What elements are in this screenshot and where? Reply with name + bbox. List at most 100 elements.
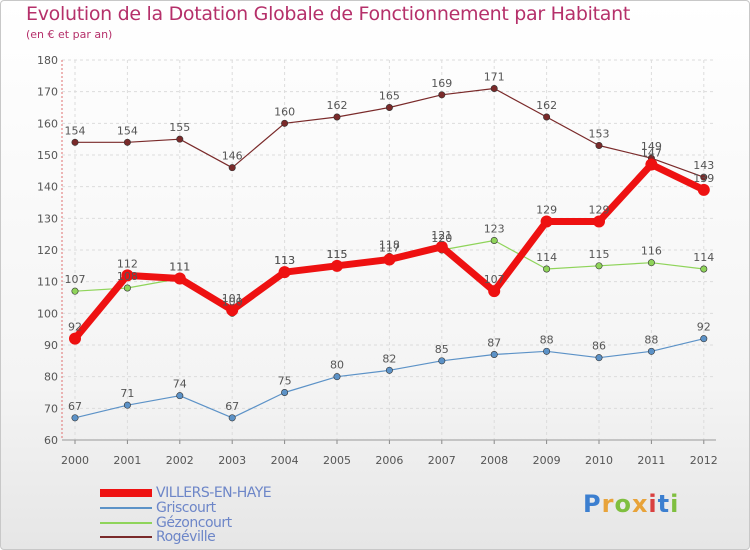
- data-label: 88: [644, 333, 658, 346]
- y-tick-label: 140: [37, 181, 58, 194]
- data-point: [278, 266, 291, 279]
- proxiti-logo: Proxiti: [583, 490, 679, 518]
- data-point: [69, 332, 81, 345]
- data-point: [435, 240, 448, 253]
- data-point: [543, 265, 551, 273]
- data-label: 107: [65, 273, 86, 286]
- y-tick-label: 120: [37, 244, 58, 257]
- x-tick-label: 2010: [585, 454, 613, 467]
- data-point: [385, 104, 393, 112]
- data-point: [595, 262, 603, 270]
- data-label: 169: [431, 77, 452, 90]
- data-label: 162: [327, 99, 348, 112]
- legend-label-villers-en-haye: VILLERS-EN-HAYE: [156, 485, 272, 501]
- data-label: 153: [589, 128, 610, 141]
- chart-subtitle: (en € et par an): [26, 28, 113, 41]
- data-point: [123, 284, 131, 292]
- data-label: 147: [641, 147, 662, 160]
- data-label: 149: [641, 140, 662, 153]
- data-label: 171: [484, 71, 505, 84]
- data-point: [438, 357, 446, 365]
- y-tick-label: 150: [37, 149, 58, 162]
- data-label: 165: [379, 90, 400, 103]
- x-tick-label: 2011: [637, 454, 665, 467]
- data-point: [333, 373, 341, 381]
- chart-title: Evolution de la Dotation Globale de Fonc…: [26, 3, 631, 25]
- x-tick-label: 2002: [166, 454, 194, 467]
- x-tick-label: 2003: [218, 454, 246, 467]
- data-point: [123, 138, 131, 146]
- legend-label-rogeville: Rogéville: [156, 529, 216, 545]
- legend-label-griscourt: Griscourt: [156, 500, 216, 516]
- y-tick-label: 60: [44, 434, 58, 447]
- data-point: [438, 91, 446, 99]
- data-label: 139: [693, 172, 714, 185]
- data-label: 114: [536, 251, 557, 264]
- x-tick-label: 2004: [271, 454, 299, 467]
- data-label: 80: [330, 359, 344, 372]
- data-label: 115: [589, 248, 610, 261]
- x-tick-label: 2008: [480, 454, 508, 467]
- data-point: [543, 113, 551, 121]
- data-label: 107: [484, 273, 505, 286]
- data-label: 113: [274, 254, 295, 267]
- data-label: 100: [222, 295, 243, 308]
- data-label: 160: [274, 105, 295, 118]
- legend-swatch-rogeville: [100, 536, 152, 538]
- data-point: [71, 287, 79, 295]
- data-label: 67: [225, 400, 239, 413]
- data-point: [593, 215, 605, 228]
- data-point: [281, 119, 289, 127]
- data-point: [383, 253, 396, 266]
- data-label: 155: [169, 121, 190, 134]
- data-label: 92: [68, 321, 82, 334]
- data-label: 154: [65, 124, 86, 137]
- data-label: 129: [589, 204, 610, 217]
- data-label: 111: [169, 261, 190, 274]
- data-point: [700, 265, 708, 273]
- y-tick-label: 170: [37, 86, 58, 99]
- data-point: [647, 347, 655, 355]
- legend-label-gezoncourt: Gézoncourt: [156, 515, 232, 531]
- logo-letter: i: [670, 490, 680, 518]
- logo-letter: t: [657, 490, 671, 518]
- data-point: [228, 414, 236, 422]
- data-point: [697, 183, 710, 196]
- logo-letter: i: [648, 490, 658, 518]
- data-point: [228, 164, 236, 172]
- legend-swatch-villers-en-haye: [100, 489, 152, 497]
- data-point: [490, 85, 498, 93]
- data-label: 115: [327, 248, 348, 261]
- data-point: [700, 173, 708, 181]
- data-point: [645, 158, 658, 171]
- data-label: 101: [222, 292, 243, 305]
- data-label: 88: [540, 333, 554, 346]
- y-tick-label: 90: [44, 339, 58, 352]
- data-point: [700, 335, 708, 343]
- logo-letter: o: [614, 490, 632, 518]
- data-point: [543, 347, 551, 355]
- data-label: 82: [382, 352, 396, 365]
- data-label: 162: [536, 99, 557, 112]
- legend-entry-rogeville: Rogéville: [100, 529, 216, 545]
- data-point: [490, 350, 498, 358]
- data-point: [490, 237, 498, 245]
- data-label: 71: [120, 387, 134, 400]
- logo-letter: r: [601, 490, 615, 518]
- data-label: 120: [431, 232, 452, 245]
- data-point: [226, 304, 239, 317]
- data-point: [121, 269, 134, 282]
- x-tick-label: 2009: [533, 454, 561, 467]
- y-tick-label: 80: [44, 371, 58, 384]
- legend-entry-villers-en-haye: VILLERS-EN-HAYE: [100, 485, 272, 501]
- legend-swatch-griscourt: [100, 507, 152, 509]
- data-label: 111: [169, 261, 190, 274]
- data-label: 118: [379, 238, 400, 251]
- data-point: [281, 388, 289, 396]
- data-point: [595, 142, 603, 150]
- data-label: 113: [274, 254, 295, 267]
- data-label: 146: [222, 150, 243, 163]
- data-point: [647, 259, 655, 267]
- data-label: 112: [117, 257, 138, 270]
